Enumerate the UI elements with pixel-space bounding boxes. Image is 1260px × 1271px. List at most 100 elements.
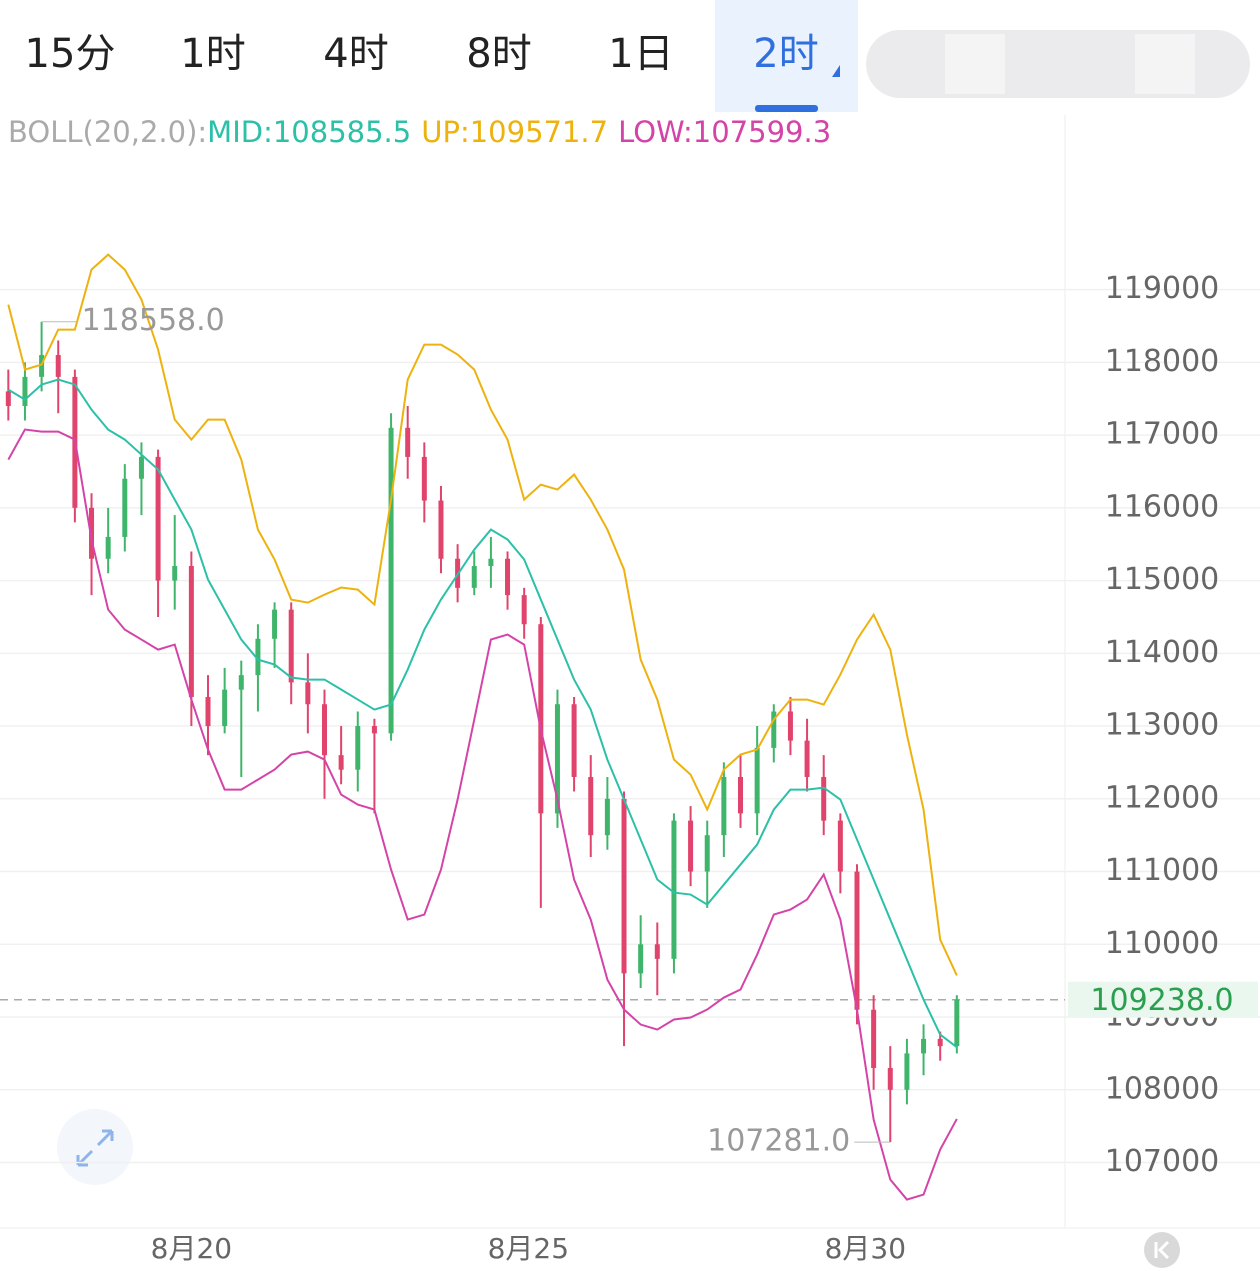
candle-body [155, 456, 161, 581]
tab[interactable]: 15分 [25, 31, 116, 77]
candle-body [721, 776, 727, 836]
candle-body [39, 355, 45, 377]
candle-body [738, 776, 744, 814]
candle-body [89, 507, 95, 559]
candle-body [554, 704, 560, 814]
indicator-legend: BOLL(20,2.0):MID:108585.5 UP:109571.7 LOW:… [8, 115, 831, 149]
boll-line [7, 428, 958, 1201]
candle-body [921, 1038, 927, 1054]
candle-body [787, 711, 793, 741]
candle-body [238, 675, 244, 690]
candle-body [621, 798, 627, 974]
tab[interactable]: 1日 [608, 31, 673, 77]
candle-body [954, 999, 960, 1047]
y-tick-label: 112000 [1105, 780, 1220, 815]
candle-body [255, 638, 261, 676]
annotation: 118558.0 [82, 303, 225, 338]
x-tick-label: 8月20 [151, 1232, 232, 1265]
candle-body [505, 558, 511, 596]
candle-body [471, 566, 477, 588]
candle-body [571, 704, 577, 777]
candle-body [837, 820, 843, 872]
boll-line [7, 253, 958, 976]
candle-body [638, 944, 644, 974]
candle-body [688, 820, 694, 872]
y-tick-label: 117000 [1105, 417, 1220, 452]
candle-body [355, 726, 361, 770]
active-tab-bg [715, 0, 858, 112]
candle-body [138, 456, 144, 479]
candle-body [55, 355, 61, 377]
legend-item: BOLL(20,2.0): [8, 115, 207, 149]
candle-body [771, 711, 777, 748]
last-price-bg [1068, 981, 1258, 1018]
x-tick-label: 8月25 [488, 1232, 569, 1265]
candle-body [288, 609, 294, 683]
scroll-end-icon [1154, 1240, 1170, 1260]
candle-body [871, 1009, 877, 1068]
y-tick-label: 113000 [1105, 708, 1220, 743]
candle-body [371, 726, 377, 734]
candle-body [937, 1038, 943, 1047]
tab[interactable]: 8时 [466, 31, 531, 77]
legend-item: UP:109571.7 [421, 115, 608, 149]
y-tick-label: 115000 [1105, 562, 1220, 597]
candle-body [887, 1067, 893, 1090]
zoom-button[interactable] [57, 1109, 133, 1185]
candle-body [821, 776, 827, 821]
candle-body [338, 755, 344, 770]
blurred-tabs [945, 34, 1005, 94]
y-tick-label: 114000 [1105, 635, 1220, 670]
active-tab-underline [755, 105, 818, 112]
y-tick-label: 116000 [1105, 489, 1220, 524]
candle-body [654, 944, 660, 959]
legend-item: MID:108585.5 [207, 115, 411, 149]
candle-body [538, 624, 544, 814]
blurred-tabs [1135, 34, 1195, 94]
y-tick-label: 110000 [1105, 926, 1220, 961]
candle-body [438, 500, 444, 559]
candle-body [172, 566, 178, 581]
candle-body [671, 820, 677, 959]
candle-body [188, 566, 194, 697]
tab[interactable]: 2时 [753, 31, 818, 77]
candle-body [904, 1053, 910, 1090]
tab[interactable]: 1时 [180, 31, 245, 77]
y-tick-label: 108000 [1105, 1071, 1220, 1106]
x-tick-label: 8月30 [825, 1232, 906, 1265]
candle-body [604, 798, 610, 836]
y-tick-label: 107000 [1105, 1144, 1220, 1179]
tab[interactable]: 4时 [323, 31, 388, 77]
candle-body [854, 871, 860, 1010]
candle-body [405, 427, 411, 457]
boll-line [7, 378, 958, 1048]
candle-body [305, 682, 311, 705]
candle-body [321, 704, 327, 756]
candle-body [488, 558, 494, 567]
y-tick-label: 118000 [1105, 344, 1220, 379]
y-tick-label: 111000 [1105, 853, 1220, 888]
candle-body [804, 740, 810, 777]
candle-body [222, 689, 228, 727]
candle-body [205, 696, 211, 727]
candle-body [388, 427, 394, 734]
candle-body [272, 609, 278, 639]
zoom-icon [76, 1129, 114, 1167]
tab-dropdown-icon [832, 65, 840, 77]
annotation: 107281.0 [707, 1124, 850, 1159]
candle-body [22, 376, 28, 406]
candle-body [588, 776, 594, 836]
candle-body [122, 478, 128, 537]
candle-body [521, 595, 527, 625]
y-tick-label: 119000 [1105, 271, 1220, 306]
candle-body [5, 391, 11, 406]
candle-body [105, 536, 111, 559]
candle-body [754, 747, 760, 814]
candle-body [421, 456, 427, 501]
candle-body [704, 835, 710, 872]
last-price-label: 109238.0 [1090, 983, 1233, 1018]
legend-item: LOW:107599.3 [618, 115, 831, 149]
